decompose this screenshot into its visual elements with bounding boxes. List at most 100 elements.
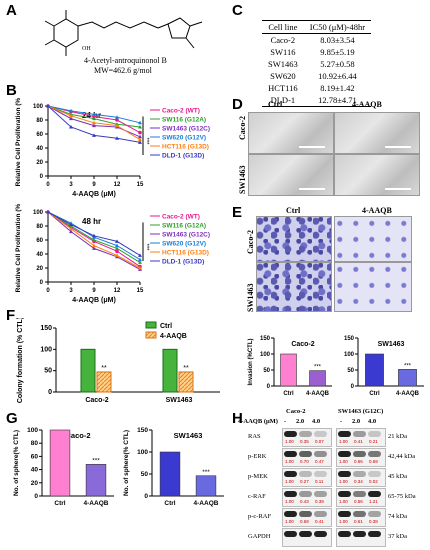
bar — [309, 370, 326, 387]
y-tick-label: 150 — [344, 336, 355, 342]
y-axis-label: No. of sphere(% CTL) — [13, 430, 20, 496]
chart-title: SW1463 — [378, 341, 405, 348]
band-quant: 1.00 — [285, 479, 294, 484]
y-tick-label: 40 — [36, 252, 43, 258]
blot-row-label: p-ERK — [248, 453, 267, 460]
blot-band — [299, 491, 312, 497]
data-point — [92, 123, 96, 128]
e-row-caco2: Caco-2 — [246, 230, 255, 254]
data-point — [92, 243, 96, 248]
blot-row-label: RAS — [248, 433, 261, 440]
legend-label: Caco-2 (WT) — [162, 108, 200, 115]
panel-label-c: C — [232, 2, 243, 19]
x-tick-label: 15 — [137, 288, 144, 294]
blot-band — [338, 491, 351, 497]
data-point — [69, 116, 73, 121]
d-col-ctrl: Ctrl — [268, 100, 283, 109]
band-quant: 0.59 — [369, 459, 378, 464]
panel-label-a: A — [6, 2, 17, 19]
data-point — [138, 125, 142, 129]
band-quant: 0.66 — [354, 459, 363, 464]
cell-line: SW116 — [270, 47, 296, 57]
data-point — [92, 120, 96, 125]
band-quant: 0.41 — [315, 519, 324, 524]
compound-mw: MW=462.6 g/mol — [94, 66, 152, 75]
table-header-cell-line: Cell line — [262, 20, 304, 34]
dose-label: 2.0 — [296, 418, 305, 425]
sphere-caco2-chart: 0 20 40 60 80 100 No. of sphere(% CTL) Caco-2 Ct… — [13, 427, 114, 507]
data-point — [92, 112, 96, 116]
y-tick-label: 100 — [33, 104, 44, 110]
panel-label-h: H — [232, 410, 243, 427]
legend-label: SW116 (G12A) — [162, 117, 206, 124]
y-tick-label: 80 — [36, 224, 43, 230]
data-point — [92, 116, 96, 121]
x-tick-label: 3 — [69, 288, 73, 294]
blot-band — [284, 471, 297, 477]
blot-band — [314, 511, 327, 517]
cell-line: SW1463 — [268, 59, 298, 69]
line-chart-48hr: 0 20 40 60 80 100 0 3 9 12 15 4-AAQB (μM) Relative C… — [15, 204, 210, 304]
x-axis-label: 4-AAQB (μM) — [72, 297, 116, 304]
y-tick-label: 50 — [141, 471, 149, 478]
blot-band — [368, 511, 381, 517]
micro-e-caco2-ctrl — [256, 216, 332, 262]
chart-title: Caco-2 — [291, 341, 314, 348]
y-tick-label: 0 — [48, 389, 52, 396]
blot-band — [338, 531, 351, 537]
data-point — [46, 210, 50, 214]
legend-label: DLD-1 (G13D) — [162, 259, 204, 266]
significance-mark: *** — [143, 138, 149, 146]
band-quant: 0.43 — [300, 499, 309, 504]
y-tick-label: 40 — [31, 467, 39, 474]
category-label: Ctrl — [369, 391, 380, 397]
blot-kda-label: 37 kDa — [388, 533, 407, 540]
y-tick-label: 100 — [344, 352, 355, 358]
panel-label-g: G — [6, 410, 18, 427]
data-point — [115, 115, 119, 119]
bar — [159, 451, 181, 497]
y-tick-label: 0 — [144, 493, 148, 500]
ic50-value: 8.03±3.54 — [320, 35, 355, 45]
micro-e-sw1463-trt — [334, 262, 412, 312]
band-quant: 0.21 — [369, 439, 378, 444]
data-point — [138, 257, 142, 262]
legend-label: SW620 (G12V) — [162, 241, 206, 248]
data-point — [115, 118, 119, 122]
x-axis-label: 4-AAQB (μM) — [72, 191, 116, 198]
band-quant: 0.56 — [354, 499, 363, 504]
blot-band — [338, 431, 351, 437]
bar — [80, 348, 96, 393]
band-quant: 0.34 — [354, 479, 363, 484]
band-quant: 0.11 — [315, 479, 324, 484]
category-label: SW1463 — [166, 397, 193, 404]
ic50-value: 12.78±4.71 — [303, 94, 372, 107]
blot-band — [368, 431, 381, 437]
blot-band — [353, 431, 366, 437]
category-label: 4-AAQB — [396, 391, 420, 397]
band-quant: 0.69 — [300, 519, 309, 524]
y-tick-label: 0 — [40, 174, 44, 180]
bar — [398, 369, 417, 387]
y-tick-label: 80 — [31, 440, 39, 447]
data-point — [138, 130, 142, 135]
y-axis-label: Colony formation (% CTL) — [17, 318, 24, 403]
data-point — [138, 253, 142, 257]
bar — [365, 353, 384, 387]
y-tick-label: 100 — [27, 427, 38, 434]
ic50-value: 10.92±6.44 — [318, 71, 357, 81]
table-header-ic50: IC50 (μM)-48hr — [303, 20, 372, 34]
data-point — [69, 226, 73, 231]
legend-label: HCT116 (G13D) — [162, 250, 209, 257]
band-quant: 1.00 — [339, 459, 348, 464]
data-point — [92, 133, 96, 137]
band-quant: 0.61 — [354, 519, 363, 524]
data-point — [138, 140, 142, 144]
blot-band — [284, 451, 297, 457]
legend-label: Caco-2 (WT) — [162, 214, 200, 221]
data-point — [138, 134, 142, 139]
d-row-caco2: Caco-2 — [238, 116, 247, 140]
legend-label: SW116 (G12A) — [162, 223, 206, 230]
band-quant: 1.21 — [369, 499, 378, 504]
ic50-value: 8.19±1.42 — [320, 83, 355, 93]
